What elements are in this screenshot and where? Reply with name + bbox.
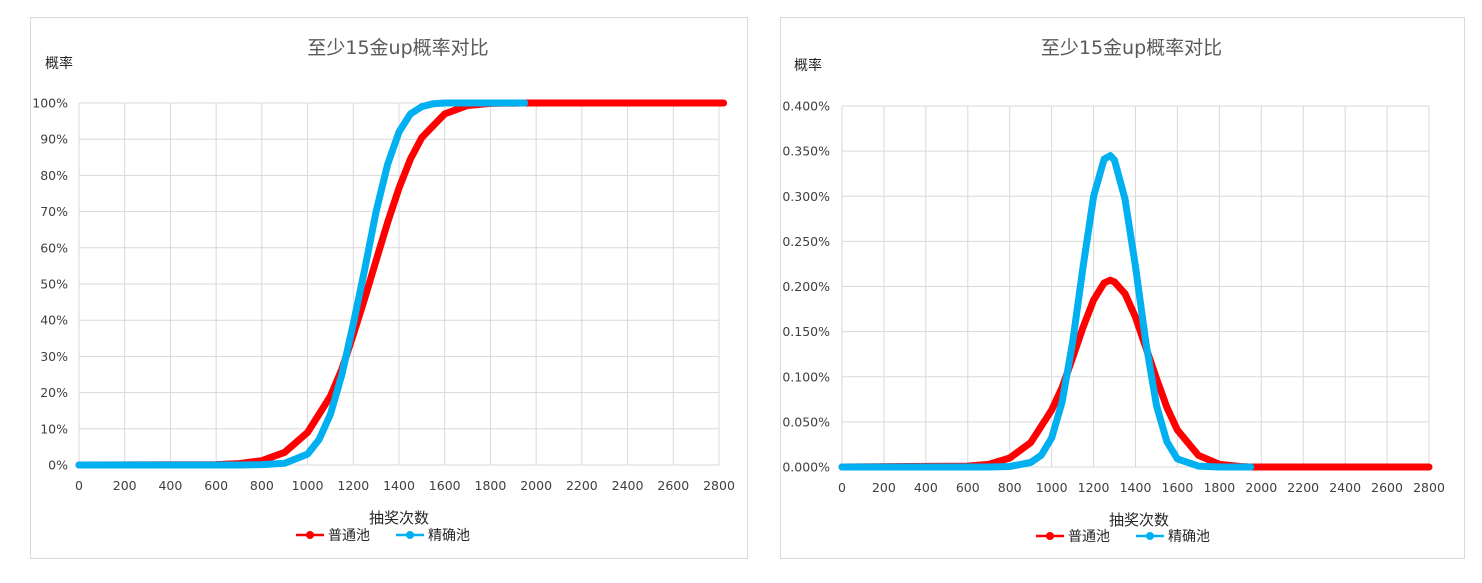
x-tick-label: 1400 <box>383 478 415 493</box>
legend-label-1: 精确池 <box>1168 529 1210 545</box>
y-tick-label: 40% <box>40 313 68 328</box>
chart-panel-left: 至少15金up概率对比概率 0% 10% 20% 30% 40% 50% 60% 70% 80% 9… <box>30 17 748 559</box>
x-tick-label: 600 <box>204 478 228 493</box>
x-tick-label: 600 <box>956 480 980 495</box>
x-tick-label: 2000 <box>1245 480 1277 495</box>
x-tick-label: 2800 <box>1413 480 1445 495</box>
x-axis-label: 抽奖次数 <box>369 509 429 527</box>
x-tick-label: 400 <box>158 478 182 493</box>
y-tick-label: 0.300% <box>782 189 830 204</box>
x-tick-label: 1600 <box>1162 480 1194 495</box>
y-tick-label: 0.350% <box>782 144 830 159</box>
x-tick-label: 800 <box>998 480 1022 495</box>
y-tick-label: 90% <box>40 132 68 147</box>
x-tick-label: 1400 <box>1120 480 1152 495</box>
y-axis-label: 概率 <box>794 57 822 74</box>
chart-title: 至少15金up概率对比 <box>307 37 488 59</box>
x-tick-label: 2400 <box>1329 480 1361 495</box>
series-line-1 <box>838 152 1255 471</box>
legend-label-0: 普通池 <box>1068 529 1110 545</box>
x-tick-label: 1800 <box>1203 480 1235 495</box>
x-tick-label: 2800 <box>703 478 735 493</box>
y-tick-label: 0.050% <box>782 414 830 429</box>
legend-label-1: 精确池 <box>428 528 470 544</box>
x-tick-label: 1200 <box>1078 480 1110 495</box>
x-tick-label: 0 <box>838 480 846 495</box>
x-tick-label: 1200 <box>337 478 369 493</box>
x-tick-label: 200 <box>872 480 896 495</box>
legend-marker-1 <box>406 531 414 539</box>
x-tick-label: 800 <box>250 478 274 493</box>
x-tick-label: 1000 <box>292 478 324 493</box>
y-tick-label: 50% <box>40 277 68 292</box>
x-tick-label: 2200 <box>1287 480 1319 495</box>
y-axis-label: 概率 <box>45 55 73 72</box>
x-tick-label: 2200 <box>566 478 598 493</box>
x-tick-label: 2600 <box>1371 480 1403 495</box>
legend: 普通池 精确池 <box>296 528 470 544</box>
x-tick-label: 400 <box>914 480 938 495</box>
y-tick-label: 80% <box>40 168 68 183</box>
x-tick-label: 0 <box>75 478 83 493</box>
series-line-1 <box>75 99 529 469</box>
legend-marker-0 <box>1046 532 1054 540</box>
y-tick-label: 0.150% <box>782 324 830 339</box>
legend-marker-1 <box>1146 532 1154 540</box>
y-tick-label: 20% <box>40 385 68 400</box>
x-tick-label: 200 <box>113 478 137 493</box>
y-tick-label: 0% <box>48 458 68 473</box>
gridlines <box>78 102 720 466</box>
x-tick-label: 2000 <box>520 478 552 493</box>
x-tick-label: 1800 <box>475 478 507 493</box>
x-axis-label: 抽奖次数 <box>1109 511 1169 529</box>
y-tick-label: 0.250% <box>782 234 830 249</box>
legend: 普通池 精确池 <box>1036 529 1210 545</box>
x-tick-label: 2400 <box>612 478 644 493</box>
y-tick-label: 0.400% <box>782 99 830 114</box>
legend-marker-0 <box>306 531 314 539</box>
y-tick-label: 0.100% <box>782 369 830 384</box>
y-tick-label: 60% <box>40 240 68 255</box>
series-line-0 <box>75 99 728 469</box>
x-tick-label: 2600 <box>657 478 689 493</box>
y-tick-label: 100% <box>32 96 68 111</box>
x-tick-label: 1600 <box>429 478 461 493</box>
legend-label-0: 普通池 <box>328 528 370 544</box>
chart-title: 至少15金up概率对比 <box>1041 37 1222 59</box>
y-tick-label: 70% <box>40 204 68 219</box>
y-tick-label: 10% <box>40 421 68 436</box>
y-tick-label: 0.000% <box>782 460 830 475</box>
x-tick-label: 1000 <box>1036 480 1068 495</box>
y-tick-label: 0.200% <box>782 279 830 294</box>
y-tick-label: 30% <box>40 349 68 364</box>
chart-panel-right: 至少15金up概率对比概率 0.000% 0.050% 0.100% 0.150% 0.2… <box>780 17 1465 559</box>
